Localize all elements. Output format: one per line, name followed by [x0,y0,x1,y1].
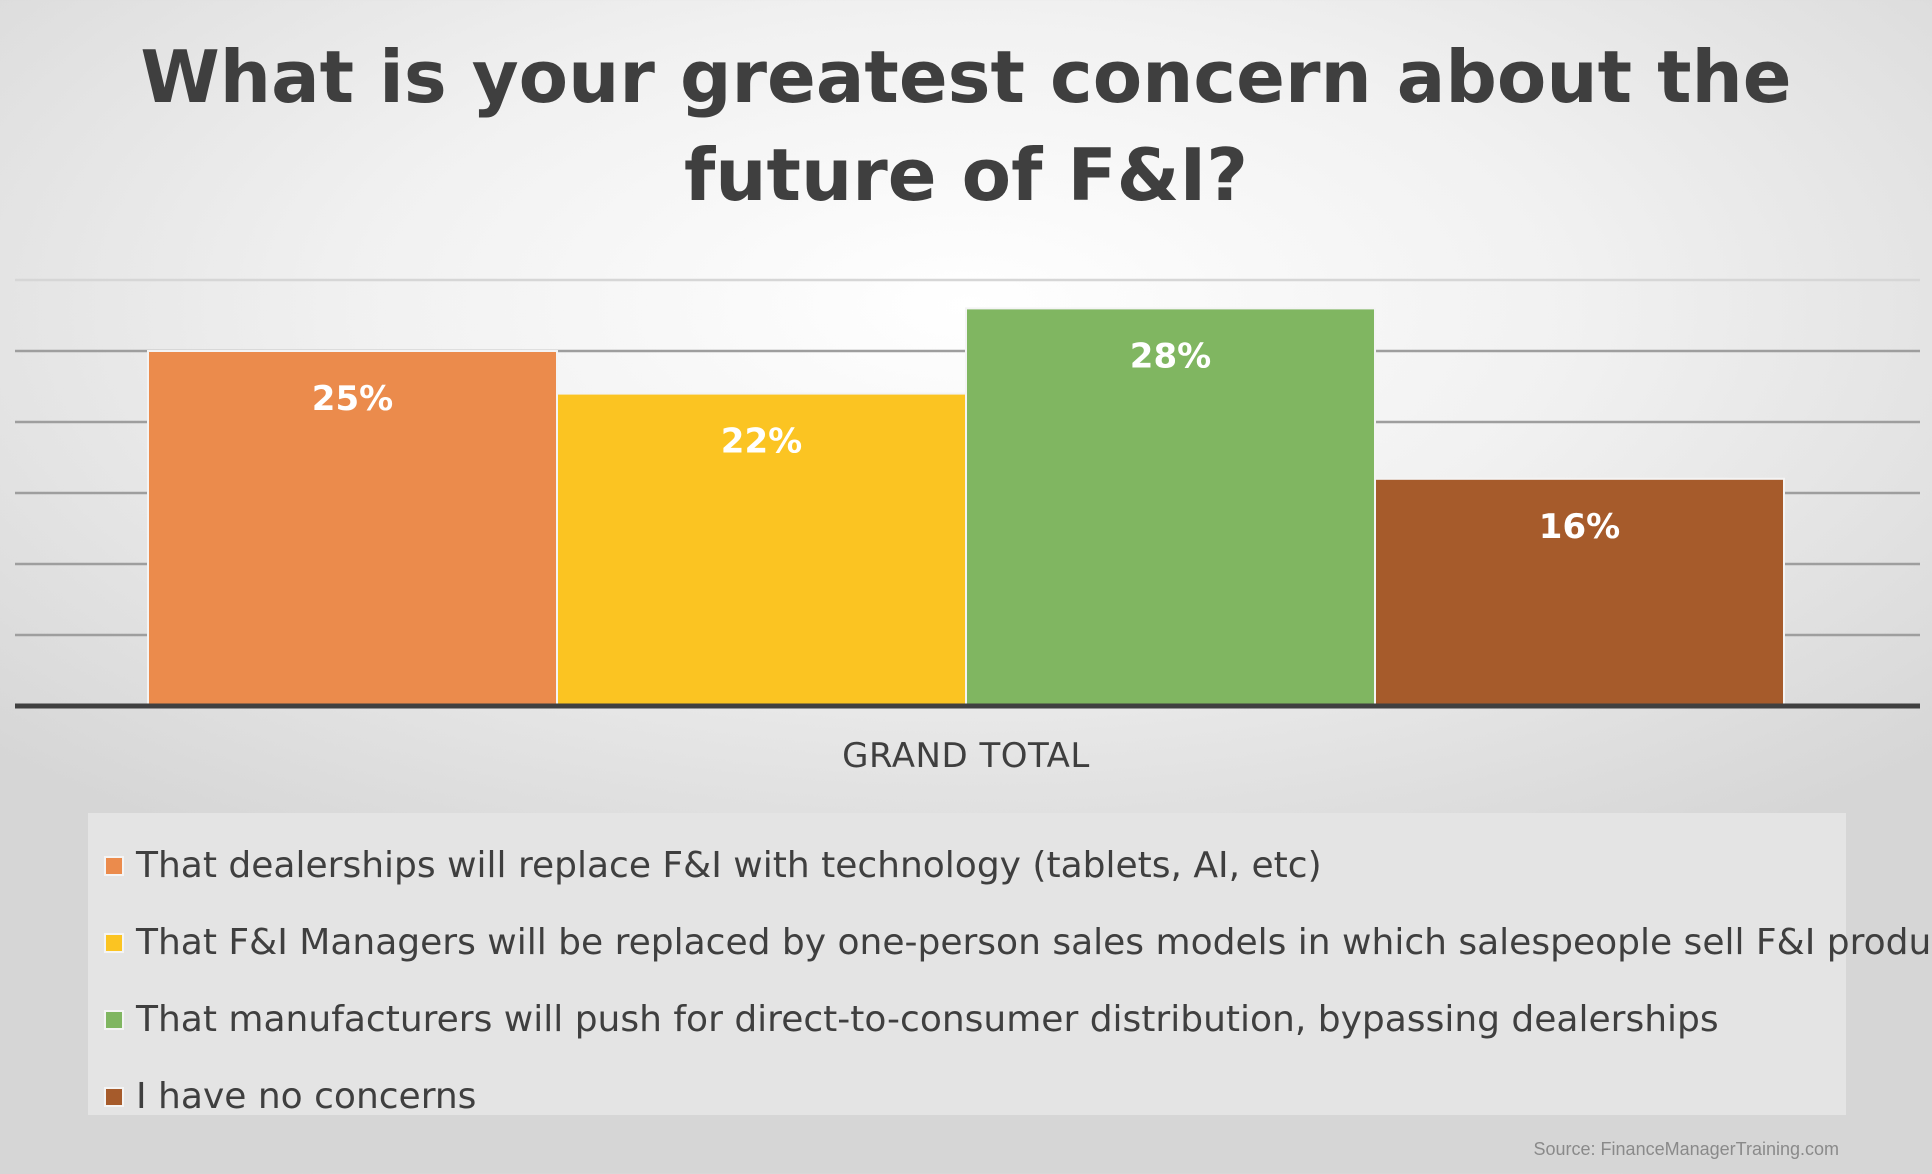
legend-item: That F&I Managers will be replaced by on… [104,904,1932,981]
legend-label: I have no concerns [136,1076,477,1117]
legend-label: That manufacturers will push for direct-… [136,999,1719,1040]
bar-value-label: 25% [312,379,393,419]
source-note: Source: FinanceManagerTraining.com [1533,1139,1839,1159]
x-category-label: GRAND TOTAL [842,736,1090,776]
bar [556,392,967,707]
legend-item: That dealerships will replace F&I with t… [104,827,1846,904]
legend-swatch [104,855,124,876]
legend: That dealerships will replace F&I with t… [88,813,1932,1117]
legend-swatch [104,1086,124,1107]
legend-item: I have no concerns [104,1058,1846,1135]
legend-swatch [104,932,124,953]
bar-value-label: 16% [1539,507,1620,547]
bar-value-label: 22% [721,422,802,462]
bar-value-label: 28% [1130,336,1211,376]
bar [965,307,1376,707]
legend-label: That dealerships will replace F&I with t… [136,845,1322,886]
legend-swatch [104,1009,124,1030]
chart-title-line-1: What is your greatest concern about the [140,35,1792,119]
chart-title-line-2: future of F&I? [683,133,1249,217]
bar [1374,477,1785,707]
chart-title: What is your greatest concern about the … [0,28,1932,224]
bar [147,350,558,707]
legend-item: That manufacturers will push for direct-… [104,981,1846,1058]
legend-label: That F&I Managers will be replaced by on… [136,922,1932,963]
